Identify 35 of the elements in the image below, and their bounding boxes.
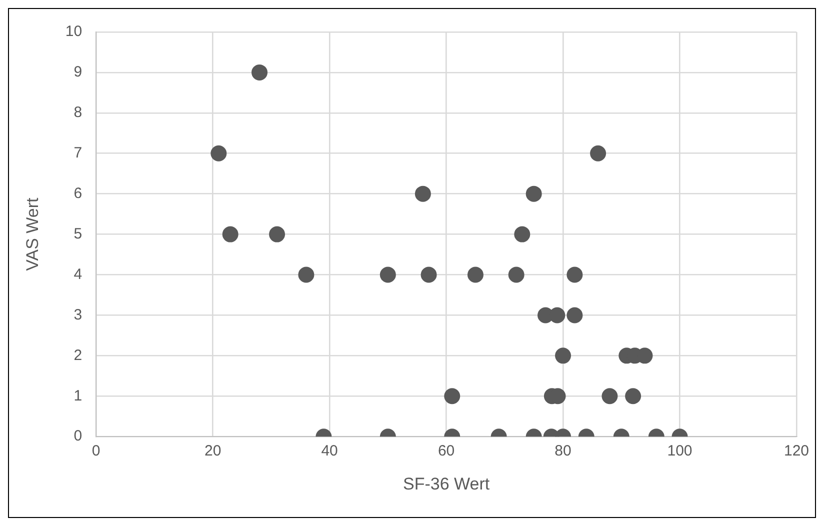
x-tick-label: 0 — [92, 442, 100, 460]
y-tick-label: 4 — [74, 266, 82, 283]
y-tick-label: 5 — [74, 225, 82, 242]
y-tick-label: 3 — [74, 306, 82, 324]
point — [566, 307, 583, 324]
x-tick-label: 120 — [784, 442, 809, 460]
y-tick-label: 7 — [74, 144, 82, 162]
x-tick-label: 80 — [554, 442, 572, 460]
point — [380, 266, 396, 283]
point — [298, 266, 314, 283]
point — [526, 186, 542, 202]
y-tick-label: 6 — [74, 184, 82, 202]
y-tick-label: 10 — [65, 23, 82, 40]
point — [467, 266, 484, 283]
x-tick-label: 60 — [438, 442, 455, 460]
x-tick-label: 100 — [667, 442, 692, 460]
y-tick-label: 9 — [74, 64, 82, 81]
x-tick-label: 20 — [204, 442, 222, 460]
x-tick-label: 40 — [321, 442, 338, 460]
point — [222, 226, 238, 242]
point — [269, 226, 286, 242]
x-axis-title: SF-36 Wert — [402, 474, 490, 494]
y-tick-label: 8 — [74, 104, 82, 122]
point — [590, 145, 606, 162]
y-axis-title: VAS Wert — [22, 198, 42, 271]
y-tick-label: 1 — [74, 387, 82, 404]
y-tick-label: 2 — [74, 346, 82, 364]
y-tick-label: 0 — [74, 428, 82, 445]
point — [414, 186, 431, 202]
point — [566, 266, 583, 283]
point — [514, 226, 530, 242]
point — [549, 307, 566, 324]
point — [210, 145, 227, 162]
point — [508, 266, 524, 283]
point — [420, 266, 437, 283]
